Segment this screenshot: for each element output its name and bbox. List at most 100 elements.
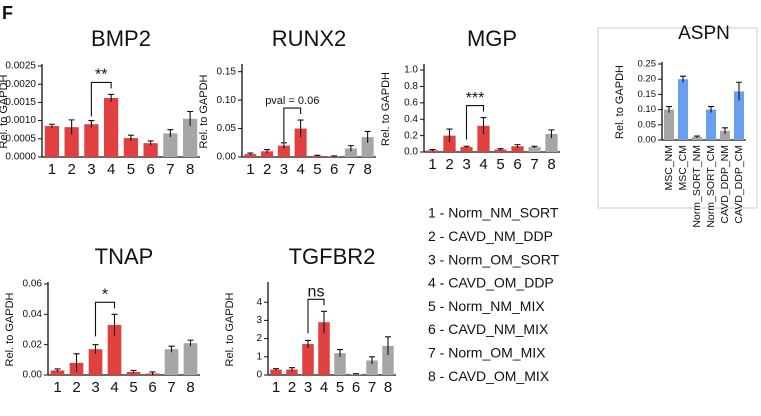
key-item: 3 - Norm_OM_SORT	[428, 251, 560, 267]
error-bar	[364, 130, 371, 143]
y-tick-label: 0.25	[638, 59, 657, 70]
bar	[733, 91, 745, 140]
bar	[366, 360, 378, 375]
x-tick-label: 4	[107, 161, 115, 178]
y-tick-label: 0.10	[217, 95, 237, 106]
y-axis-label: Rel. to GAPDH	[614, 65, 626, 139]
chart-title: MGP	[467, 26, 517, 51]
y-tick-label: 0.0025	[5, 61, 36, 72]
x-tick-label: 8	[547, 156, 555, 173]
error-bar	[187, 110, 194, 127]
key-item: 5 - Norm_NM_MIX	[428, 298, 545, 314]
bar	[528, 147, 541, 152]
x-tick-label: 3	[462, 156, 470, 173]
significance-label: **	[95, 67, 107, 84]
bar	[286, 369, 298, 375]
error-bar	[167, 129, 174, 137]
x-tick-label: 7	[368, 379, 376, 396]
error-bar	[514, 144, 521, 148]
x-tick-label: 2	[67, 161, 75, 178]
panel-frame	[597, 27, 758, 209]
x-tick-label: 1	[246, 161, 254, 178]
bar	[261, 151, 274, 157]
bar	[663, 109, 675, 140]
error-bar	[666, 106, 672, 113]
bar	[334, 353, 346, 375]
y-axis-label: Rel. to GAPDH	[224, 292, 236, 366]
significance-bracket	[307, 298, 325, 334]
x-tick-label: MSC_CM	[677, 145, 689, 191]
bar	[277, 145, 290, 157]
significance-label: ***	[466, 90, 485, 107]
chart-title: RUNX2	[272, 26, 347, 51]
x-tick-label: 5	[496, 156, 504, 173]
y-tick-label: 0.0015	[5, 97, 36, 108]
significance-label: ns	[308, 284, 325, 301]
bar	[705, 109, 717, 140]
error-bar	[273, 368, 279, 371]
error-bar	[480, 117, 487, 134]
y-tick-label: 0.05	[638, 119, 657, 130]
error-bar	[321, 310, 327, 334]
x-tick-label: CAVD_DDP_NM	[719, 145, 731, 224]
x-tick-label: 6	[352, 379, 360, 396]
y-tick-label: 0.06	[23, 279, 43, 290]
y-tick-label: 0.02	[23, 339, 43, 350]
bar	[361, 137, 374, 157]
bar	[44, 126, 59, 157]
y-tick-label: 3	[256, 315, 262, 326]
y-tick-label: 0.05	[217, 123, 237, 134]
x-tick-label: CAVD_DDP_CM	[733, 145, 745, 224]
y-tick-label: 0.15	[638, 89, 657, 100]
y-tick-label: 0	[256, 370, 262, 381]
x-tick-label: 6	[330, 161, 338, 178]
y-tick-label: 0.04	[23, 309, 43, 320]
x-tick-label: 7	[347, 161, 355, 178]
bar	[183, 343, 198, 375]
error-bar	[92, 344, 99, 354]
y-tick-label: 0.00	[217, 152, 237, 163]
key-item: 8 - CAVD_OM_MIX	[428, 368, 550, 384]
bar	[382, 345, 394, 375]
error-bar	[722, 127, 728, 134]
y-axis-label: Rel. to GAPDH	[0, 74, 10, 148]
error-bar	[353, 373, 359, 375]
key-item: 7 - Norm_OM_MIX	[428, 345, 546, 361]
error-bar	[463, 145, 470, 148]
bar	[244, 154, 257, 157]
x-tick-label: 6	[148, 379, 156, 396]
x-tick-label: 8	[186, 379, 194, 396]
x-tick-label: 4	[110, 379, 118, 396]
x-tick-label: 7	[167, 379, 175, 396]
x-tick-label: 8	[186, 161, 194, 178]
y-tick-label: 4	[256, 297, 262, 308]
bar	[677, 79, 689, 140]
error-bar	[168, 345, 175, 353]
key-item: 4 - CAVD_OM_DDP	[428, 275, 554, 291]
y-tick-label: 0.2	[404, 130, 418, 141]
error-bar	[264, 149, 271, 154]
bar	[123, 138, 138, 157]
error-bar	[88, 120, 95, 128]
x-tick-label: 4	[479, 156, 487, 173]
bar	[302, 344, 314, 375]
y-axis-label: Rel. to GAPDH	[380, 72, 392, 146]
error-bar	[680, 75, 686, 83]
significance-label: pval = 0.06	[265, 95, 319, 107]
error-bar	[73, 353, 80, 372]
bar	[183, 118, 198, 157]
x-tick-label: 3	[304, 379, 312, 396]
error-bar	[337, 348, 343, 357]
error-bar	[369, 356, 375, 365]
x-tick-label: 8	[384, 379, 392, 396]
y-tick-label: 0.10	[638, 104, 657, 115]
error-bar	[297, 119, 304, 138]
x-tick-label: Norm_SORT_NM	[691, 145, 703, 228]
chart-title: BMP2	[91, 26, 151, 51]
y-tick-label: 2	[256, 333, 262, 344]
error-bar	[127, 134, 134, 141]
bar	[107, 324, 122, 375]
y-tick-label: 1.0	[404, 65, 418, 76]
error-bar	[305, 339, 311, 348]
